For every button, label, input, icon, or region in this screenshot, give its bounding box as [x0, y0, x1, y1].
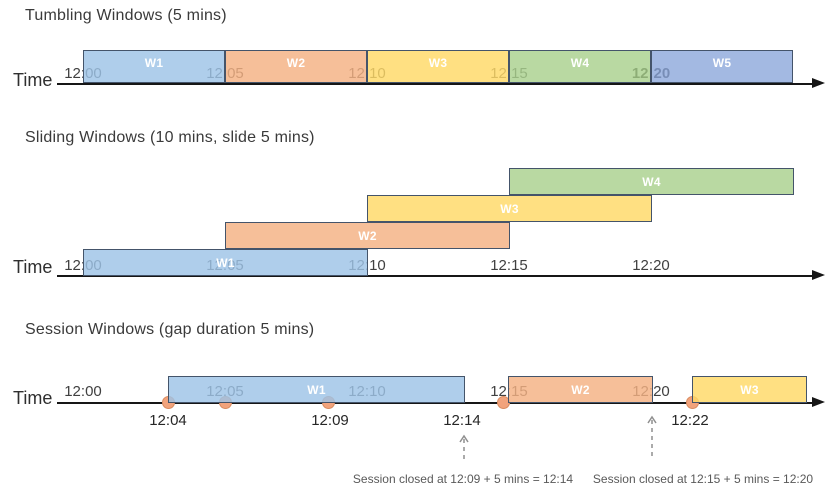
- tumbling-window-w2: W2: [225, 50, 367, 83]
- tumbling-window-w5: W5: [651, 50, 793, 83]
- window-label: W2: [358, 228, 377, 243]
- sliding-window-w3: W3: [367, 195, 652, 222]
- session-close-annotation: Session closed at 12:15 + 5 mins = 12:20: [592, 472, 814, 486]
- session-window-w1: W1: [168, 376, 465, 403]
- window-label: W4: [642, 174, 661, 189]
- session-title: Session Windows (gap duration 5 mins): [25, 321, 315, 338]
- window-label: W1: [144, 55, 164, 70]
- sliding-time-axis: [57, 275, 814, 277]
- tick-label: 12:20: [632, 257, 670, 274]
- session-time-axis-label: Time: [13, 388, 53, 408]
- session-time-axis: [57, 402, 814, 404]
- event-time-label: 12:09: [311, 412, 349, 429]
- window-label: W1: [216, 255, 235, 270]
- sliding-window-w4: W4: [509, 168, 794, 195]
- sliding-axis-arrowhead-icon: [812, 269, 825, 280]
- window-label: W5: [712, 55, 732, 70]
- window-label: W2: [286, 55, 306, 70]
- session-window-w3: W3: [692, 376, 807, 403]
- tumbling-axis-arrowhead-icon: [812, 77, 825, 88]
- window-label: W3: [740, 382, 759, 397]
- tumbling-title: Tumbling Windows (5 mins): [25, 7, 227, 24]
- sliding-title: Sliding Windows (10 mins, slide 5 mins): [25, 129, 315, 146]
- tick-label: 12:15: [490, 257, 528, 274]
- sliding-window-w2: W2: [225, 222, 510, 249]
- event-time-label: 12:14: [443, 412, 481, 429]
- tumbling-window-w3: W3: [367, 50, 509, 83]
- sliding-time-axis-label: Time: [13, 257, 53, 277]
- session-close-annotation: Session closed at 12:09 + 5 mins = 12:14: [352, 472, 574, 486]
- dashed-up-arrow-icon: [647, 415, 657, 458]
- tumbling-time-axis: [57, 83, 814, 85]
- window-label: W1: [307, 382, 326, 397]
- session-window-w2: W2: [508, 376, 653, 403]
- tumbling-time-axis-label: Time: [13, 70, 53, 90]
- sliding-window-w1: W1: [83, 249, 368, 276]
- window-label: W4: [570, 55, 590, 70]
- session-axis-arrowhead-icon: [812, 396, 825, 407]
- tick-label: 12:00: [64, 383, 102, 400]
- dashed-up-arrow-icon: [459, 434, 469, 462]
- window-label: W2: [571, 382, 590, 397]
- window-label: W3: [500, 201, 519, 216]
- tumbling-window-w4: W4: [509, 50, 651, 83]
- event-time-label: 12:04: [149, 412, 187, 429]
- tumbling-window-w1: W1: [83, 50, 225, 83]
- window-label: W3: [428, 55, 448, 70]
- event-time-label: 12:22: [671, 412, 709, 429]
